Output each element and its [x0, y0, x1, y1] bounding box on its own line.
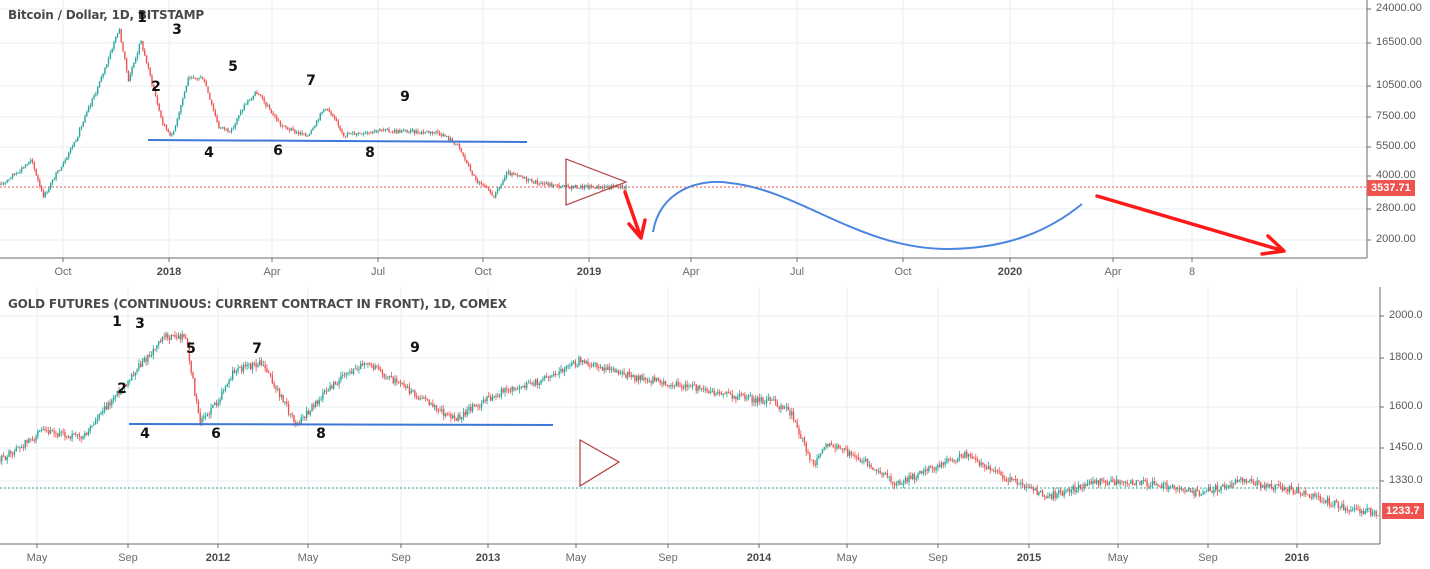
price-tick-label: 1800.0 [1389, 351, 1423, 363]
time-tick-label: 2020 [997, 266, 1023, 278]
price-tick-label: 16500.00 [1376, 36, 1422, 48]
time-tick-label: 2012 [205, 552, 231, 564]
wave-label-4: 4 [204, 145, 214, 161]
price-tick-label: 1330.0 [1389, 474, 1423, 486]
time-tick-label: Sep [118, 552, 138, 564]
btc-last-price-tag: 3537.71 [1367, 180, 1415, 196]
wave-label-4: 4 [140, 426, 150, 442]
wave-label-3: 3 [135, 316, 145, 332]
price-tick-label: 24000.00 [1376, 2, 1422, 14]
wave-label-9: 9 [410, 340, 420, 356]
time-tick-label: Oct [54, 266, 72, 278]
time-tick-label: Oct [894, 266, 912, 278]
time-tick-label: Apr [1104, 266, 1122, 278]
time-tick-label: May [26, 552, 48, 564]
time-tick-label: May [297, 552, 319, 564]
price-tick-label: 1600.0 [1389, 400, 1423, 412]
wave-label-6: 6 [211, 426, 221, 442]
btc-chart-pane[interactable]: Bitcoin / Dollar, 1D, BITSTAMP 24000.00 1… [0, 0, 1430, 282]
price-tick-label: 4000.00 [1376, 169, 1416, 181]
time-tick-label: Apr [682, 266, 700, 278]
price-tick-label: 2000.00 [1376, 233, 1416, 245]
price-tick-label: 7500.00 [1376, 110, 1416, 122]
wave-label-1: 1 [112, 314, 122, 330]
btc-chart-canvas[interactable] [0, 0, 1430, 282]
time-tick-label: May [565, 552, 587, 564]
time-tick-label: Sep [391, 552, 411, 564]
time-tick-label: May [836, 552, 858, 564]
wave-label-2: 2 [151, 79, 161, 95]
time-tick-label: Oct [474, 266, 492, 278]
price-tick-label: 5500.00 [1376, 140, 1416, 152]
time-tick-label: 2019 [576, 266, 602, 278]
time-tick-label: 2014 [746, 552, 772, 564]
time-tick-label: Sep [658, 552, 678, 564]
wave-label-9: 9 [400, 89, 410, 105]
btc-chart-title: Bitcoin / Dollar, 1D, BITSTAMP [8, 8, 204, 22]
time-tick-label: 2016 [1284, 552, 1310, 564]
time-tick-label: 8 [1188, 266, 1196, 278]
wave-label-6: 6 [273, 143, 283, 159]
time-tick-label: Apr [263, 266, 281, 278]
gold-last-price-tag: 1233.7 [1382, 503, 1424, 519]
wave-label-3: 3 [172, 22, 182, 38]
wave-label-8: 8 [316, 426, 326, 442]
gold-chart-canvas[interactable] [0, 287, 1430, 569]
gold-chart-title: GOLD FUTURES (CONTINUOUS: CURRENT CONTRA… [8, 297, 507, 311]
time-tick-label: 2015 [1016, 552, 1042, 564]
time-tick-label: Jul [789, 266, 805, 278]
wave-label-8: 8 [365, 145, 375, 161]
wave-label-1: 1 [137, 10, 147, 26]
time-tick-label: Sep [1198, 552, 1218, 564]
wave-label-5: 5 [228, 59, 238, 75]
time-tick-label: Jul [370, 266, 386, 278]
gold-chart-pane[interactable]: GOLD FUTURES (CONTINUOUS: CURRENT CONTRA… [0, 287, 1430, 569]
price-tick-label: 1450.0 [1389, 441, 1423, 453]
wave-label-7: 7 [252, 341, 262, 357]
price-tick-label: 2000.0 [1389, 309, 1423, 321]
price-tick-label: 2800.00 [1376, 202, 1416, 214]
time-tick-label: 2018 [156, 266, 182, 278]
wave-label-5: 5 [186, 341, 196, 357]
wave-label-2: 2 [117, 381, 127, 397]
price-tick-label: 10500.00 [1376, 79, 1422, 91]
time-tick-label: May [1107, 552, 1129, 564]
time-tick-label: 2013 [475, 552, 501, 564]
time-tick-label: Sep [928, 552, 948, 564]
wave-label-7: 7 [306, 73, 316, 89]
